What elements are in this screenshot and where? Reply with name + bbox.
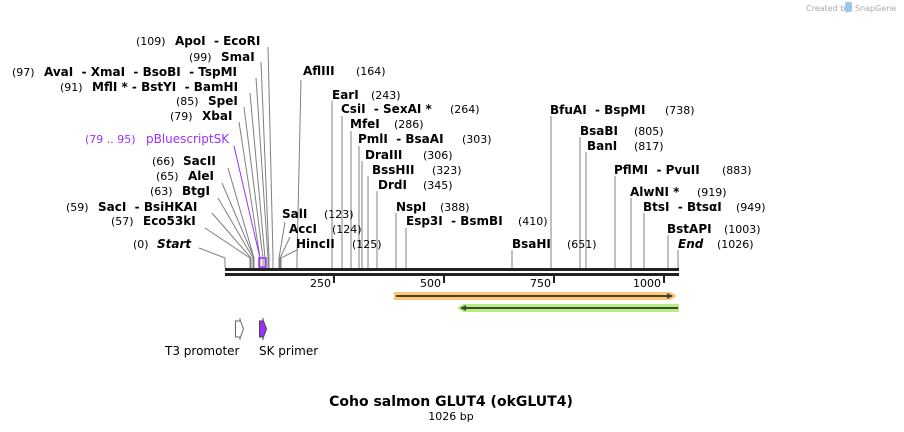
green-feature-arrow[interactable]	[457, 304, 679, 312]
site-name[interactable]: BstAPI	[667, 222, 712, 236]
site-pos: (738)	[665, 104, 695, 117]
site-pos: (123)	[324, 208, 354, 221]
site-pos: (97)	[12, 66, 35, 79]
site-name[interactable]: CsiI - SexAI *	[341, 102, 432, 116]
site-name[interactable]: AvaI - XmaI - BsoBI - TspMI	[44, 65, 237, 79]
site-name[interactable]: MflI * - BstYI - BamHI	[92, 80, 238, 94]
site-pos: (124)	[332, 223, 362, 236]
site-pos: (651)	[567, 238, 597, 251]
orange-feature-arrow[interactable]	[394, 292, 677, 300]
site-name[interactable]: AleI	[188, 169, 214, 183]
site-labels: (109) ApoI - EcoRI (99) SmaI (97) AvaI -…	[12, 34, 766, 251]
sk-primer-label: SK primer	[259, 344, 318, 358]
site-pos: (164)	[356, 65, 386, 78]
site-pos: (805)	[634, 125, 664, 138]
site-pos: (99)	[189, 51, 212, 64]
map-length: 1026 bp	[428, 410, 473, 423]
site-pos: (949)	[736, 201, 766, 214]
site-pos: (1026)	[717, 238, 754, 251]
site-pos: (323)	[432, 164, 462, 177]
site-name[interactable]: BtgI	[182, 184, 210, 198]
tick-label: 1000	[633, 277, 661, 290]
site-name[interactable]: SmaI	[221, 50, 255, 64]
site-name[interactable]: EarI	[332, 88, 359, 102]
map-title: Coho salmon GLUT4 (okGLUT4)	[329, 394, 573, 410]
site-pos: (919)	[697, 186, 727, 199]
site-pos: (0)	[133, 238, 149, 251]
site-pos: (286)	[394, 118, 424, 131]
site-name[interactable]: BsaHI	[512, 237, 551, 251]
site-pos: (345)	[423, 179, 453, 192]
site-pos: (410)	[518, 215, 548, 228]
site-name[interactable]: PmlI - BsaAI	[358, 132, 444, 146]
sk-primer-feature[interactable]	[259, 318, 268, 340]
site-pos: (109)	[136, 35, 166, 48]
site-name[interactable]: SalI	[282, 207, 307, 221]
site-name[interactable]: ApoI - EcoRI	[175, 34, 260, 48]
site-pos: (65)	[156, 170, 179, 183]
site-pos: (817)	[634, 140, 664, 153]
site-pos: (1003)	[724, 223, 761, 236]
site-name[interactable]: Eco53kI	[143, 214, 196, 228]
ruler: 250 500 750 1000	[310, 276, 665, 290]
site-pos: (91)	[60, 81, 83, 94]
site-name[interactable]: BanI	[587, 139, 617, 153]
site-name[interactable]: SpeI	[208, 94, 238, 108]
site-name[interactable]: AccI	[289, 222, 317, 236]
site-pos: (125)	[352, 238, 382, 251]
site-name[interactable]: Esp3I - BsmBI	[406, 214, 503, 228]
site-pos: (388)	[440, 201, 470, 214]
site-name[interactable]: DraIII	[365, 148, 402, 162]
site-pos: (243)	[371, 89, 401, 102]
site-pos: (63)	[150, 185, 173, 198]
site-name[interactable]: SacII	[183, 154, 216, 168]
snapgene-logo-icon	[845, 2, 852, 12]
site-name[interactable]: BtsI - BtsαI	[643, 200, 722, 214]
feature-name[interactable]: pBluescriptSK	[146, 132, 230, 146]
start-label: Start	[157, 237, 192, 251]
site-pos: (883)	[722, 164, 752, 177]
site-pos: (59)	[66, 201, 89, 214]
site-name[interactable]: BfuAI - BspMI	[550, 103, 645, 117]
credit-brand: SnapGene	[855, 4, 896, 13]
site-name[interactable]: HincII	[296, 237, 335, 251]
dna-backbone	[225, 268, 679, 276]
site-pos: (303)	[462, 133, 492, 146]
site-pos: (264)	[450, 103, 480, 116]
site-name[interactable]: DrdI	[378, 178, 407, 192]
site-name[interactable]: PflMI - PvuII	[614, 163, 700, 177]
site-pos: (79)	[170, 110, 193, 123]
site-name[interactable]: BssHII	[372, 163, 414, 177]
t3-promoter-label: T3 promoter	[164, 344, 240, 358]
site-pos: (306)	[423, 149, 453, 162]
site-name[interactable]: BsaBI	[580, 124, 618, 138]
site-name[interactable]: NspI	[396, 200, 426, 214]
site-lines	[198, 46, 679, 268]
t3-promoter-feature[interactable]	[235, 318, 245, 340]
site-name[interactable]: AlwNI *	[630, 185, 680, 199]
site-name[interactable]: MfeI	[350, 117, 380, 131]
tick-label: 750	[530, 277, 551, 290]
site-name[interactable]: SacI - BsiHKAI	[98, 200, 197, 214]
site-pos: (66)	[152, 155, 175, 168]
end-label: End	[678, 237, 704, 251]
feature-pos: (79 .. 95)	[85, 133, 136, 146]
site-pos: (85)	[176, 95, 199, 108]
site-name[interactable]: AflIII	[303, 64, 335, 78]
tick-label: 500	[420, 277, 441, 290]
site-pos: (57)	[111, 215, 134, 228]
credit-text: Created by	[806, 4, 850, 13]
tick-label: 250	[310, 277, 331, 290]
site-name[interactable]: XbaI	[202, 109, 232, 123]
